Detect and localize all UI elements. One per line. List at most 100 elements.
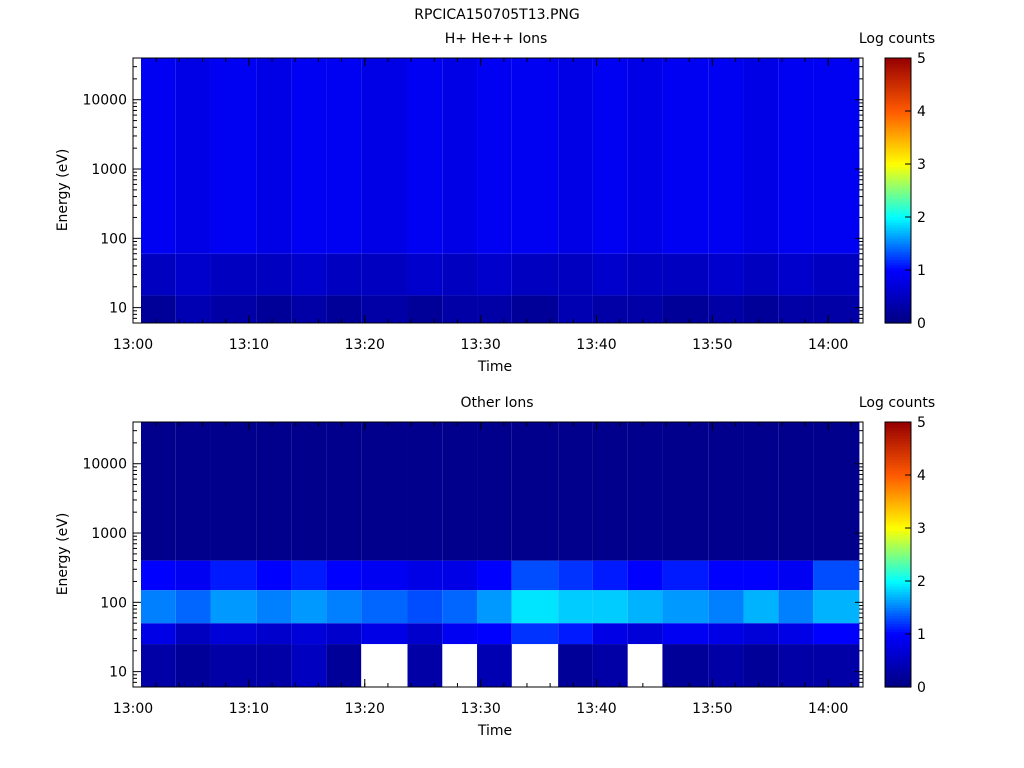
colorbar-swatch [885,668,911,672]
colorbar-frame [884,421,912,688]
colorbar-swatch [885,195,911,200]
colorbar-tick-label: 1 [917,627,926,643]
colorbar-swatch [885,283,911,287]
colorbar-swatch [885,490,911,495]
x-tick-label: 13:30 [460,701,500,717]
heatmap-cell [291,560,327,591]
colorbar-swatch [885,248,911,253]
heatmap-cell [511,58,559,254]
heatmap-cell [558,58,593,254]
colorbar-swatch [885,543,911,548]
colorbar-swatch [885,456,911,460]
heatmap-cell [175,590,211,624]
colorbar-swatch [885,679,911,683]
heatmap-cell [175,560,211,591]
heatmap-cell [407,644,443,687]
heatmap-cell [477,58,512,254]
heatmap-cell [256,295,292,323]
heatmap-cell [708,253,744,296]
heatmap-cell [256,253,292,296]
heatmap-cell [778,590,814,624]
heatmap-cell [291,590,327,624]
heatmap-cell [813,422,860,561]
heatmap-cell [175,422,211,561]
colorbar-swatch [885,166,911,170]
y-tick-label: 10000 [82,457,127,473]
colorbar-swatch [885,461,911,465]
heatmap-cell [256,590,292,624]
heatmap-cell [592,623,628,645]
heatmap-cell [627,560,663,591]
colorbar-swatch [885,134,911,139]
heatmap-cell [442,623,478,645]
heatmap-cell [813,644,860,687]
colorbar-swatch [885,140,911,144]
heatmap-cell [662,560,709,591]
colorbar-swatch [885,535,911,540]
heatmap-cell [141,644,176,687]
plot-frame [132,421,864,688]
colorbar-swatch [885,97,911,101]
heatmap-cell [210,58,257,254]
heatmap-cell [592,644,628,687]
colorbar-swatch [885,599,911,603]
heatmap-cell [778,644,814,687]
heatmap-cell [511,253,559,296]
heatmap-cell [662,253,709,296]
heatmap-cell [743,422,779,561]
heatmap-cell [442,590,478,624]
heatmap-cell [813,590,860,624]
heatmap-cell [326,623,362,645]
heatmap-cell [141,295,176,323]
y-tick-label: 10 [109,665,127,681]
heatmap-cell [442,422,478,561]
x-tick-label: 13:40 [576,337,616,353]
colorbar-swatch [885,475,911,479]
colorbar-label: Log counts [859,31,935,47]
heatmap-cell [511,295,559,323]
colorbar-swatch [885,612,911,617]
heatmap-cell [326,560,362,591]
heatmap-cell [708,422,744,561]
colorbar-swatch [885,103,911,107]
colorbar-swatch [885,291,911,295]
colorbar-swatch [885,116,911,120]
colorbar-swatch [885,641,911,646]
colorbar-swatch [885,267,911,271]
colorbar-swatch [885,230,911,234]
x-tick-label: 13:00 [113,701,153,717]
colorbar-swatch [885,87,911,91]
heatmap-cell [442,253,478,296]
colorbar-swatch [885,275,911,279]
colorbar-swatch [885,58,911,62]
colorbar-swatch [885,469,911,473]
colorbar-swatch [885,256,911,260]
heatmap-cell [210,253,257,296]
heatmap-cell [175,295,211,323]
colorbar-swatch [885,684,911,688]
heatmap-cell [662,422,709,561]
heatmap-cell [813,560,860,591]
colorbar-swatch [885,288,911,292]
colorbar-swatch [885,161,911,165]
colorbar-swatch [885,177,911,181]
heatmap-cell [627,253,663,296]
colorbar-swatch [885,496,911,500]
colorbar-label: Log counts [859,395,935,411]
heatmap-cell [175,58,211,254]
y-tick-label: 100 [100,231,127,247]
heatmap-cell [511,623,559,645]
heatmap-cell [778,253,814,296]
colorbar-swatch [885,509,911,513]
colorbar-swatch [885,522,911,526]
colorbar-swatch [885,187,911,192]
colorbar-swatch [885,422,911,426]
colorbar-swatch [885,293,911,298]
heatmap-cell [210,644,257,687]
colorbar-frame [884,57,912,324]
colorbar-swatch [885,95,911,99]
colorbar-swatch [885,467,911,471]
colorbar-swatch [885,118,911,123]
colorbar-swatch [885,565,911,569]
colorbar-swatch [885,498,911,503]
